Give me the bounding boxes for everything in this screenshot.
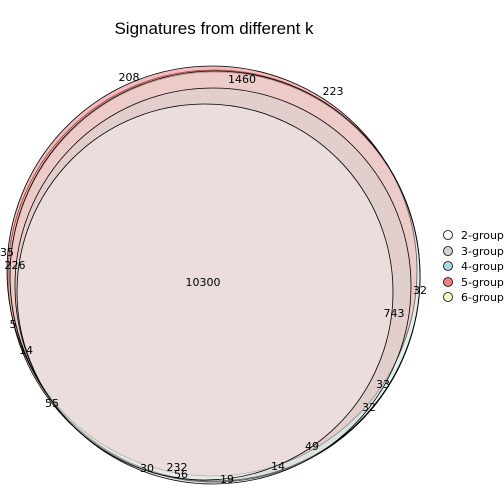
region-label: 49 (305, 440, 319, 453)
legend-label-6-group: 6-group (461, 291, 504, 304)
region-label: 223 (323, 85, 344, 98)
region-label: 19 (220, 473, 234, 486)
legend-key-5-group (443, 277, 453, 287)
region-label: 30 (140, 462, 154, 475)
region-label: 56 (174, 468, 188, 481)
chart-title: Signatures from different k (114, 19, 314, 38)
legend-key-6-group (443, 292, 453, 302)
set-circles (6, 65, 421, 485)
region-label: 232 (167, 461, 188, 474)
region-label: 5 (10, 318, 17, 331)
region-label: 226 (5, 259, 26, 272)
region-label: 32 (362, 401, 376, 414)
region-labels: 208 1460 223 35 226 10300 32 743 5 14 33… (0, 71, 427, 486)
legend-label-3-group: 3-group (461, 245, 504, 258)
legend-key-3-group (443, 246, 453, 256)
legend-label-2-group: 2-group (461, 229, 504, 242)
region-label: 55 (45, 397, 59, 410)
region-label: 32 (413, 284, 427, 297)
region-label: 35 (0, 246, 14, 259)
region-label: 14 (19, 344, 33, 357)
legend-key-2-group (443, 230, 453, 240)
circle-2-group (9, 70, 421, 482)
region-label: 33 (376, 378, 390, 391)
region-label: 1460 (228, 73, 256, 86)
legend: 2-group 3-group 4-group 5-group 6-group (443, 229, 504, 304)
region-label: 743 (384, 307, 405, 320)
legend-label-5-group: 5-group (461, 276, 504, 289)
circle-inner (16, 103, 394, 481)
region-label: 14 (271, 460, 285, 473)
circle-5-group (6, 65, 418, 477)
region-label: 10300 (186, 276, 221, 289)
legend-label-4-group: 4-group (461, 260, 504, 273)
legend-key-4-group (443, 261, 453, 271)
circle-3-group (14, 87, 412, 485)
region-label: 208 (119, 71, 140, 84)
